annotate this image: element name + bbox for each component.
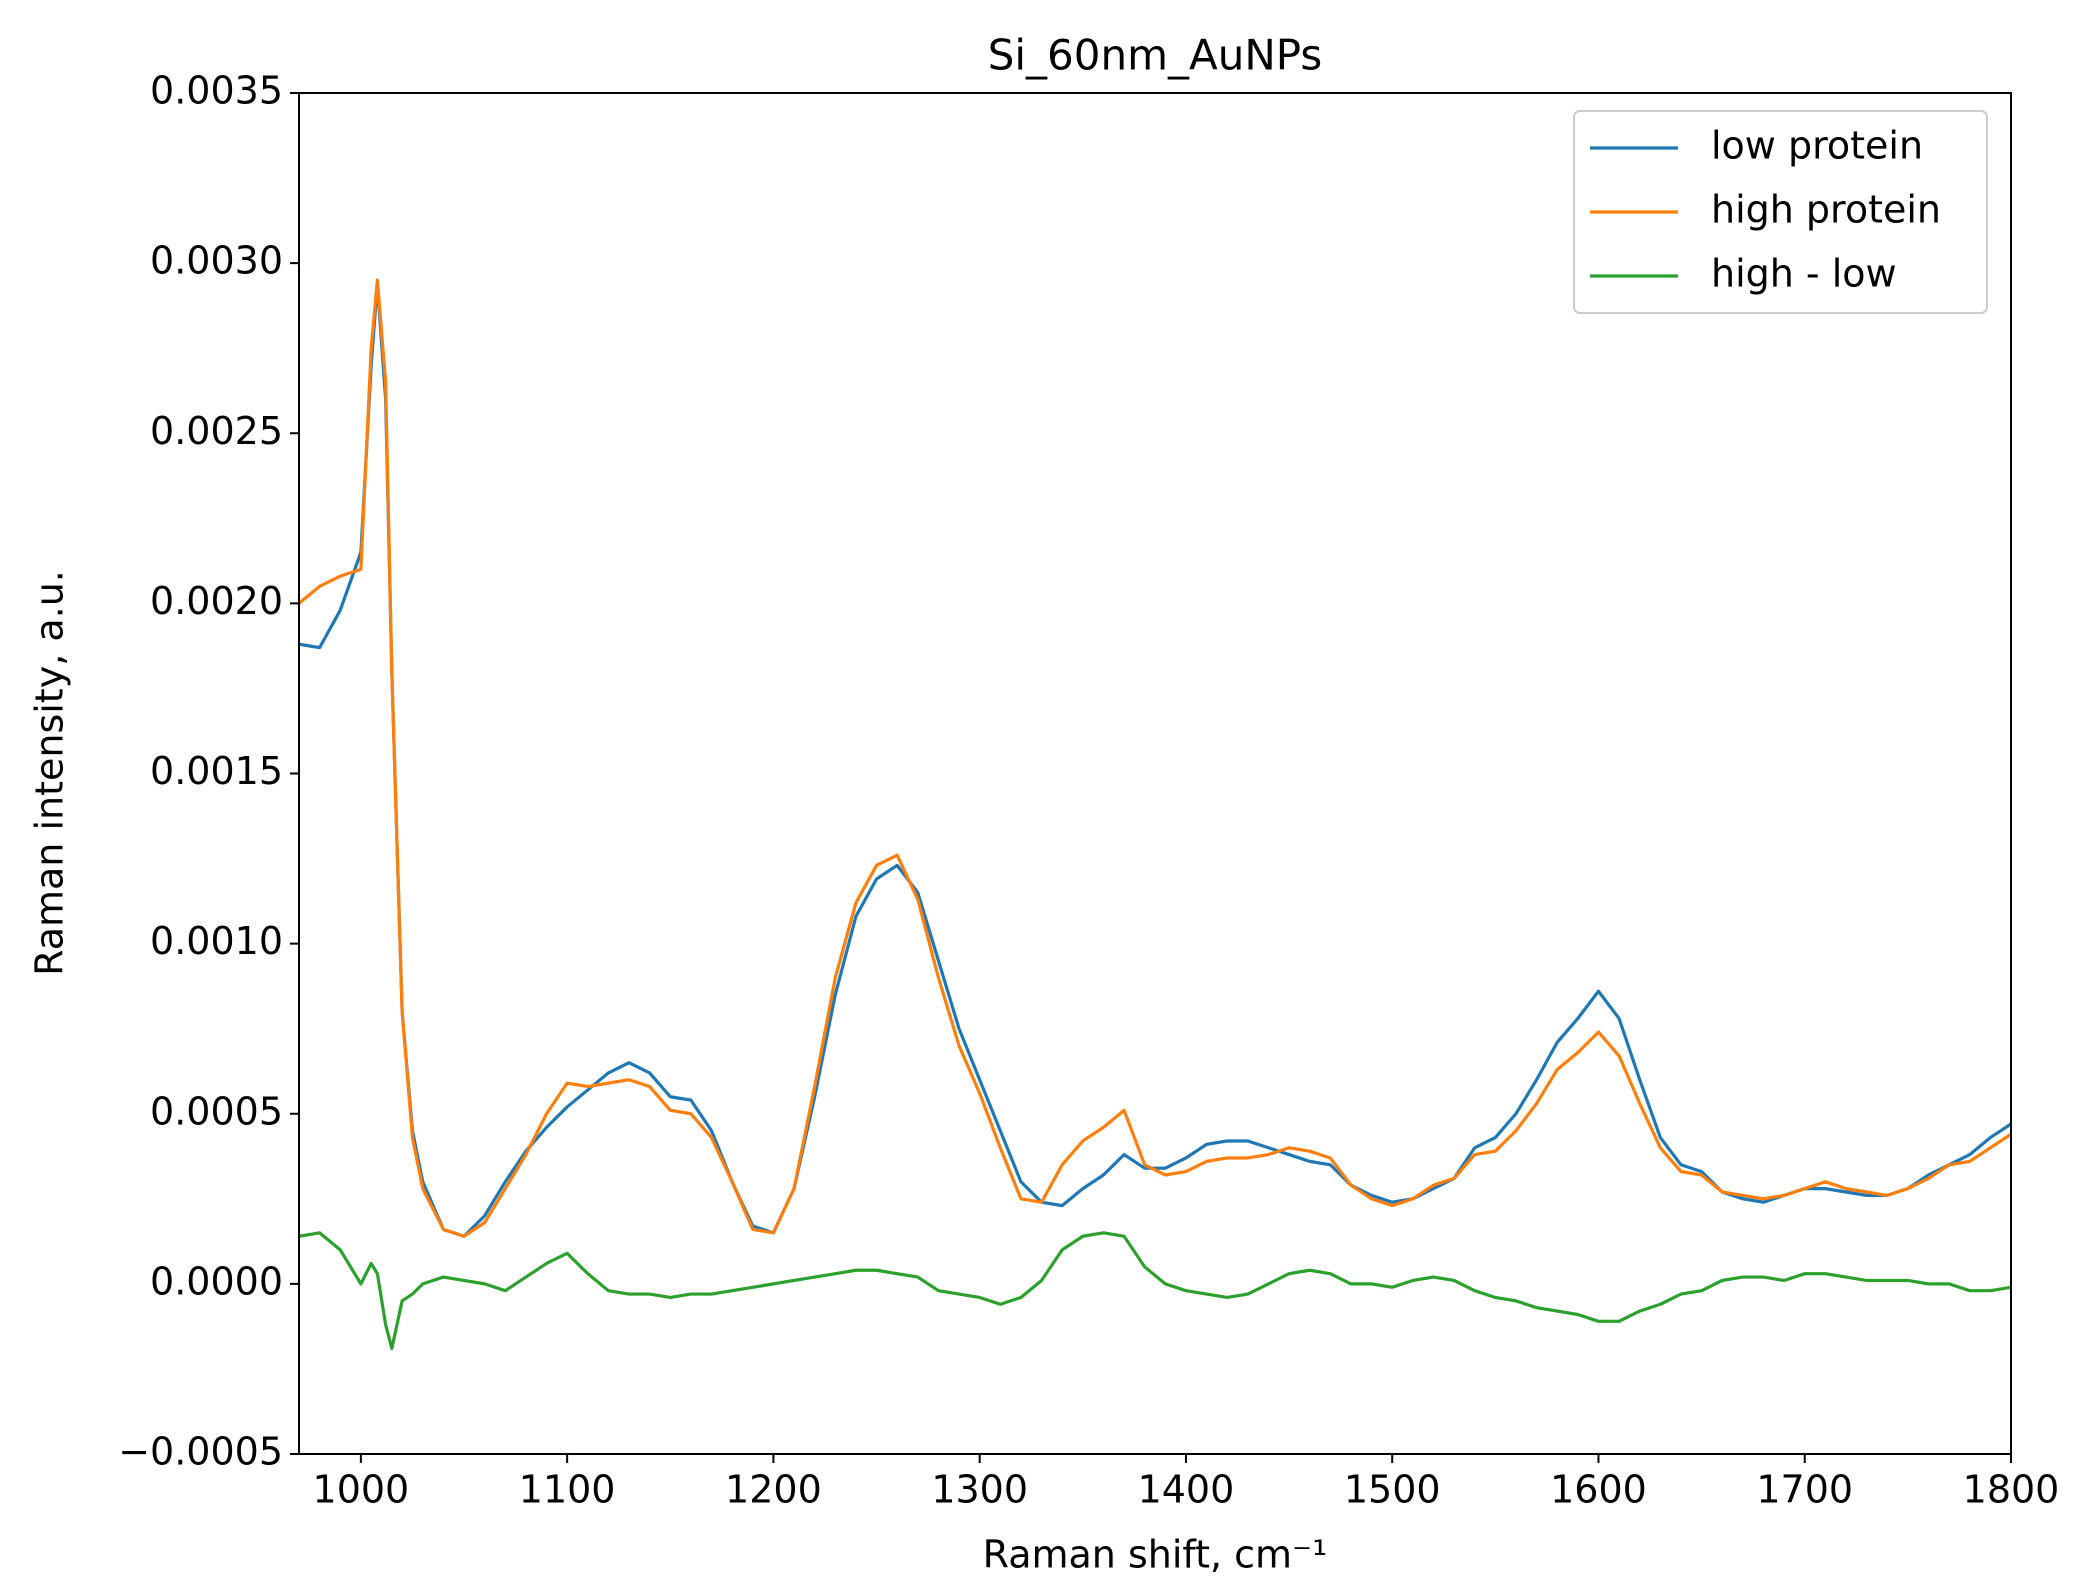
x-tick-label: 1400	[1138, 1468, 1235, 1512]
y-tick-label: 0.0020	[150, 579, 283, 623]
x-tick-label: 1300	[931, 1468, 1028, 1512]
y-tick-label: 0.0000	[150, 1259, 283, 1303]
x-tick-label: 1100	[519, 1468, 616, 1512]
y-tick-label: 0.0030	[150, 239, 283, 283]
legend-label: high - low	[1711, 252, 1897, 296]
y-tick-label: 0.0025	[150, 409, 283, 453]
x-tick-label: 1200	[725, 1468, 822, 1512]
x-tick-label: 1500	[1344, 1468, 1441, 1512]
x-axis-label: Raman shift, cm⁻¹	[983, 1533, 1328, 1577]
x-tick-label: 1600	[1550, 1468, 1647, 1512]
legend-label: low protein	[1711, 124, 1923, 168]
legend-label: high protein	[1711, 188, 1941, 232]
series-line	[299, 281, 2011, 1238]
chart-title: Si_60nm_AuNPs	[988, 31, 1323, 80]
y-tick-label: 0.0015	[150, 749, 283, 793]
y-tick-label: −0.0005	[118, 1430, 283, 1474]
series-line	[299, 1231, 2011, 1351]
x-tick-label: 1800	[1963, 1468, 2060, 1512]
series-line	[299, 278, 2011, 1238]
legend-box	[1573, 110, 1988, 314]
y-tick-label: 0.0035	[150, 69, 283, 113]
y-tick-label: 0.0010	[150, 919, 283, 963]
y-tick-label: 0.0005	[150, 1089, 283, 1133]
plot-frame	[298, 92, 2012, 1455]
x-tick-label: 1700	[1756, 1468, 1853, 1512]
x-tick-label: 1000	[313, 1468, 410, 1512]
y-axis-label: Raman intensity, a.u.	[28, 570, 72, 976]
